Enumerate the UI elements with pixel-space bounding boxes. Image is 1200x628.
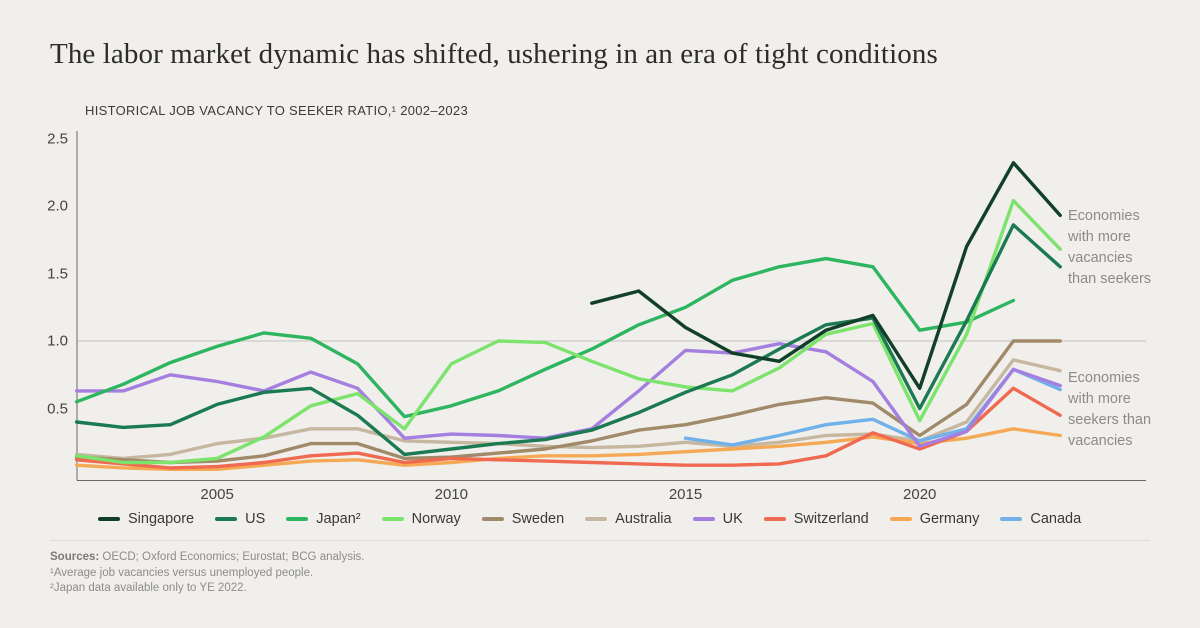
sources-text: OECD; Oxford Economics; Eurostat; BCG an… bbox=[99, 551, 365, 563]
chart-subtitle: HISTORICAL JOB VACANCY TO SEEKER RATIO,¹… bbox=[85, 103, 468, 118]
annotation-more-vacancies: Economies with more vacancies than seeke… bbox=[1068, 208, 1152, 288]
legend-item-us: US bbox=[215, 511, 265, 527]
legend-item-germany: Germany bbox=[889, 511, 980, 527]
footer-notes: Sources: OECD; Oxford Economics; Eurosta… bbox=[50, 550, 950, 597]
x-tick-label: 2005 bbox=[200, 486, 234, 503]
legend-item-norway: Norway bbox=[381, 511, 461, 527]
legend-item-switzerland: Switzerland bbox=[763, 511, 869, 527]
legend-swatch-sweden bbox=[481, 517, 504, 521]
footnote-1: ¹Average job vacancies versus unemployed… bbox=[50, 566, 314, 579]
legend-swatch-singapore bbox=[98, 517, 120, 521]
legend-swatch-japan bbox=[286, 517, 309, 521]
sources-label: Sources: bbox=[50, 551, 100, 563]
y-tick-label: 2.5 bbox=[47, 130, 68, 147]
legend-swatch-norway bbox=[381, 517, 404, 521]
legend-item-australia: Australia bbox=[585, 511, 672, 527]
legend-label-sweden: Sweden bbox=[511, 511, 565, 527]
legend-item-canada: Canada bbox=[1000, 511, 1081, 527]
series-line-us bbox=[74, 223, 1062, 457]
series-line-switzerland bbox=[74, 386, 1062, 470]
legend-label-us: US bbox=[245, 511, 266, 527]
legend-item-singapore: Singapore bbox=[98, 511, 194, 527]
series-line-australia bbox=[74, 358, 1062, 461]
x-tick-label: 2010 bbox=[434, 486, 468, 503]
legend-swatch-switzerland bbox=[763, 517, 786, 521]
legend-label-germany: Germany bbox=[919, 511, 980, 527]
y-tick-label: 1.5 bbox=[47, 265, 68, 282]
legend-item-japan: Japan² bbox=[286, 511, 361, 527]
footnote-2: ²Japan data available only to YE 2022. bbox=[50, 582, 247, 595]
y-tick-label: 1.0 bbox=[47, 332, 68, 350]
legend-label-canada: Canada bbox=[1030, 511, 1082, 527]
legend-label-japan: Japan² bbox=[316, 511, 361, 527]
series-line-japan bbox=[74, 256, 1016, 419]
y-tick-label: 0.5 bbox=[47, 400, 68, 417]
legend-label-switzerland: Switzerland bbox=[793, 511, 869, 527]
footer-divider bbox=[50, 540, 1150, 541]
legend-swatch-uk bbox=[692, 517, 715, 521]
series-line-singapore bbox=[590, 161, 1062, 390]
x-tick-label: 2015 bbox=[668, 486, 703, 503]
legend-swatch-germany bbox=[889, 517, 912, 521]
x-tick-label: 2020 bbox=[903, 486, 937, 503]
legend-label-norway: Norway bbox=[411, 511, 461, 527]
page-title: The labor market dynamic has shifted, us… bbox=[50, 38, 938, 70]
legend-swatch-canada bbox=[1000, 517, 1023, 521]
series-line-norway bbox=[74, 198, 1062, 465]
series-line-sweden bbox=[74, 339, 1062, 465]
sources-line: Sources: OECD; Oxford Economics; Eurosta… bbox=[50, 550, 950, 566]
legend-item-sweden: Sweden bbox=[481, 511, 565, 527]
legend-label-uk: UK bbox=[722, 511, 743, 527]
legend-swatch-australia bbox=[585, 517, 608, 521]
legend-label-australia: Australia bbox=[615, 511, 672, 527]
legend-swatch-us bbox=[215, 517, 238, 521]
legend-label-singapore: Singapore bbox=[128, 511, 195, 527]
chart-legend: Singapore US Japan² Norway Sweden Australia UK… bbox=[98, 511, 1148, 527]
y-tick-label: 2.0 bbox=[47, 197, 68, 215]
legend-item-uk: UK bbox=[692, 511, 743, 527]
annotation-more-seekers: Economies with more seekers than vacanci… bbox=[1068, 370, 1152, 450]
